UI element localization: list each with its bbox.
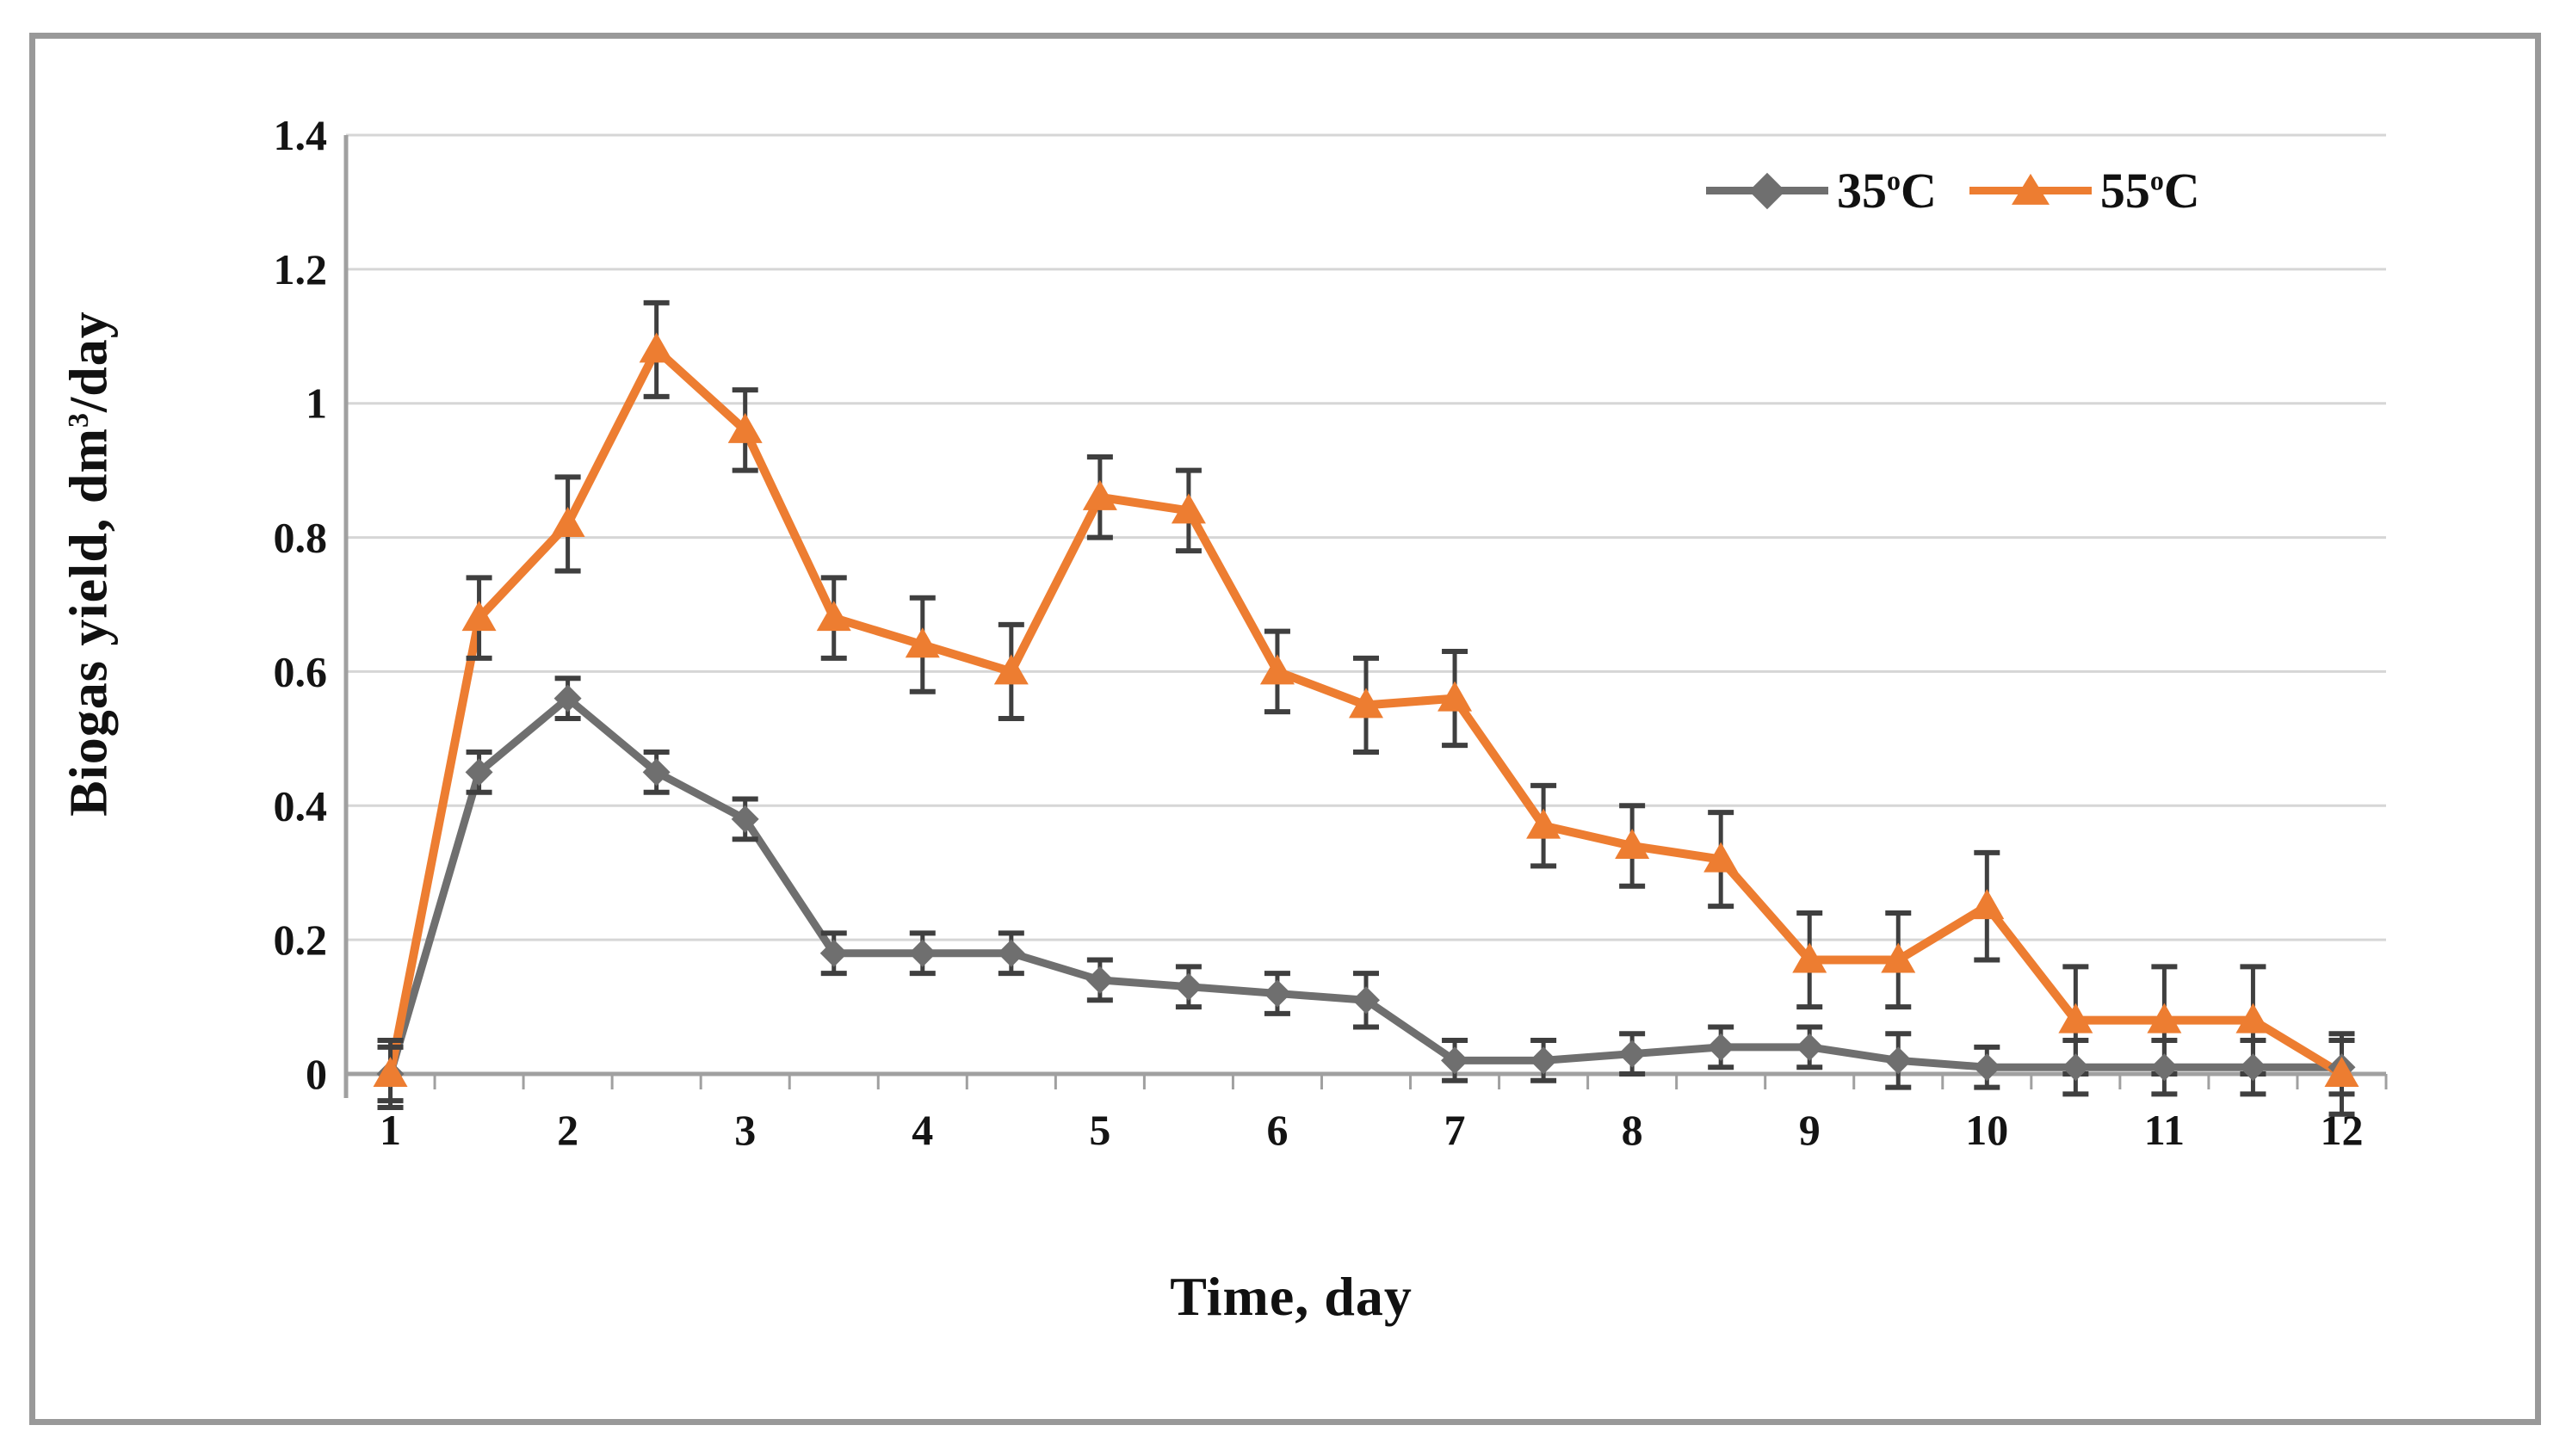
figure-frame [29, 33, 2541, 1425]
legend-label-35c-unit: C [1900, 163, 1937, 219]
y-tick-label: 1.2 [274, 245, 328, 293]
diamond-marker [642, 758, 671, 787]
triangle-marker [1171, 493, 1206, 524]
x-tick-label: 8 [1622, 1106, 1643, 1154]
y-tick-label: 0.8 [274, 514, 328, 562]
y-tick-label: 0.2 [274, 916, 328, 964]
triangle-marker [1259, 654, 1295, 685]
diamond-marker [1263, 979, 1291, 1008]
triangle-marker [2058, 1003, 2093, 1033]
x-tick-label: 5 [1089, 1106, 1110, 1154]
diamond-marker [731, 805, 759, 833]
triangle-marker [639, 332, 674, 363]
y-tick-label: 0 [306, 1050, 327, 1098]
triangle-marker [550, 506, 585, 537]
legend-label-35c-value: 35 [1837, 163, 1887, 219]
triangle-marker [461, 601, 497, 632]
triangle-marker-icon [2011, 173, 2050, 205]
legend-label-35c: 35oC [1837, 162, 1937, 219]
triangle-marker [816, 601, 851, 632]
legend-sample-line-55c [1969, 173, 2092, 205]
diamond-marker [1530, 1046, 1558, 1075]
triangle-marker [1615, 829, 1650, 860]
y-tick-label: 1.4 [274, 111, 328, 159]
legend-entry-35c: 35oC [1706, 162, 1937, 219]
diamond-marker [2062, 1053, 2090, 1082]
legend-label-55c-value: 55 [2099, 163, 2150, 219]
diamond-marker [1796, 1033, 1824, 1061]
triangle-marker [1881, 942, 1916, 973]
diamond-marker [1085, 966, 1114, 994]
x-tick-label: 2 [557, 1106, 578, 1154]
diamond-marker [1618, 1040, 1647, 1068]
x-tick-label: 11 [2144, 1106, 2185, 1154]
triangle-marker [905, 627, 940, 658]
triangle-marker [2324, 1057, 2359, 1087]
diamond-marker [1174, 972, 1203, 1001]
diamond-marker [2150, 1053, 2179, 1082]
x-tick-label: 1 [380, 1106, 401, 1154]
legend-label-35c-degree: o [1887, 165, 1901, 196]
diamond-marker [997, 939, 1025, 967]
diamond-marker [1352, 986, 1380, 1015]
legend-sample-line-35c [1706, 172, 1828, 209]
y-tick-label: 0.6 [274, 647, 328, 695]
y-axis-title-sup: 3 [62, 411, 95, 428]
y-tick-label: 1 [306, 379, 327, 428]
diamond-marker [1973, 1053, 2001, 1082]
y-axis-title-text: Biogas yield, dm [59, 427, 119, 817]
triangle-marker [993, 654, 1029, 685]
triangle-marker [1349, 688, 1383, 719]
y-axis-title: Biogas yield, dm3/day [59, 311, 121, 817]
y-axis-title-rest: /day [59, 311, 119, 412]
triangle-marker [1703, 842, 1739, 873]
legend-label-55c-degree: o [2149, 165, 2164, 196]
x-tick-label: 6 [1266, 1106, 1288, 1154]
x-axis-title: Time, day [1170, 1266, 1413, 1327]
x-tick-label: 9 [1799, 1106, 1821, 1154]
diamond-marker [1707, 1033, 1735, 1061]
triangle-marker [1526, 808, 1561, 839]
triangle-marker [1082, 479, 1117, 510]
diamond-marker [1441, 1046, 1469, 1075]
triangle-marker [2235, 1003, 2271, 1033]
triangle-marker [1437, 681, 1473, 712]
triangle-marker [2147, 1003, 2182, 1033]
legend-label-55c: 55oC [2100, 162, 2200, 219]
legend-label-55c-unit: C [2163, 163, 2200, 219]
triangle-marker [373, 1057, 408, 1087]
y-tick-label: 0.4 [274, 781, 328, 830]
x-tick-label: 4 [912, 1106, 933, 1154]
triangle-marker [727, 412, 763, 443]
x-tick-label: 3 [734, 1106, 756, 1154]
diamond-marker [819, 939, 848, 967]
legend: 35oC 55oC [1706, 162, 2200, 219]
x-tick-label: 7 [1444, 1106, 1466, 1154]
triangle-marker [1969, 889, 2005, 920]
triangle-marker [1792, 942, 1827, 973]
diamond-marker [553, 684, 582, 713]
diamond-marker [1884, 1046, 1913, 1075]
diamond-marker [465, 758, 493, 787]
diamond-marker [908, 939, 937, 967]
diamond-marker [2239, 1053, 2267, 1082]
x-tick-label: 10 [1965, 1106, 2008, 1154]
legend-entry-55c: 55oC [1969, 162, 2200, 219]
diamond-marker-icon [1748, 172, 1786, 209]
